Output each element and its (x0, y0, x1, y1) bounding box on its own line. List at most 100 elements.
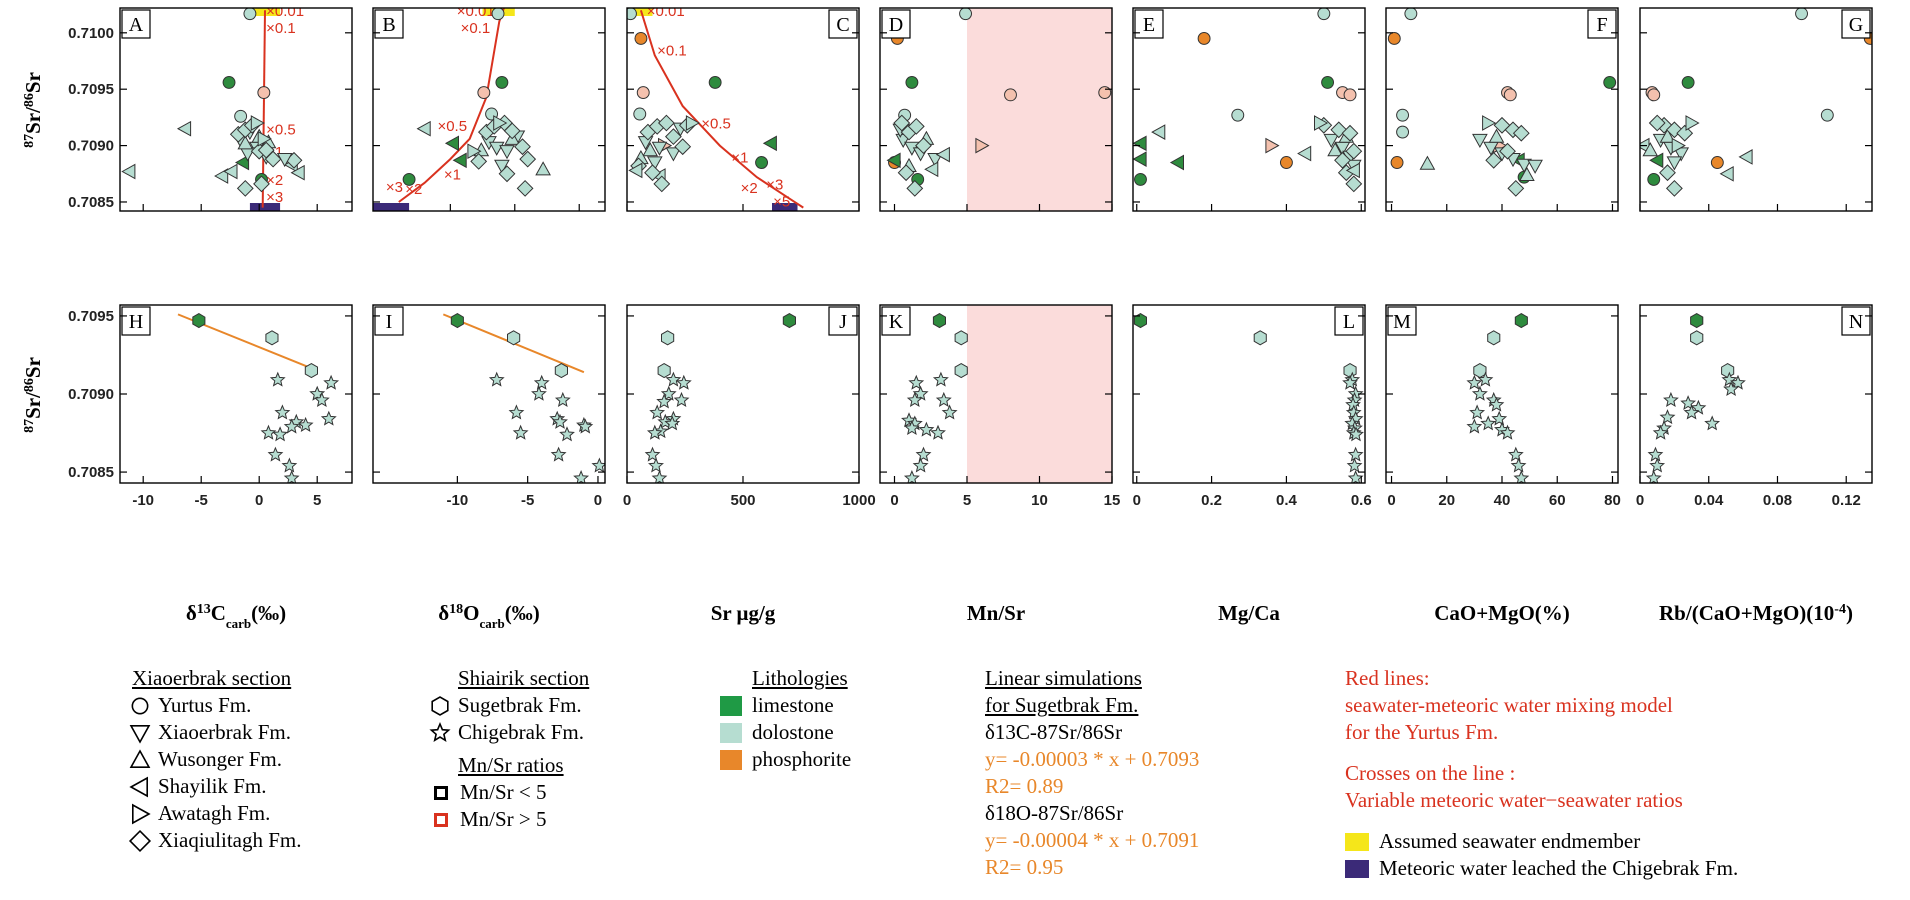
panel-letter: C (836, 14, 849, 36)
legend-red-lines-2: seawater-meteoric water mixing model (1345, 693, 1673, 717)
data-point-tri-up (237, 135, 254, 150)
x-tick-label: 5 (313, 492, 321, 509)
data-point-hexagon (1253, 330, 1267, 346)
data-point-star (1647, 446, 1664, 462)
data-point-star (1466, 418, 1483, 434)
data-point-diamond (653, 175, 671, 193)
data-point-star (1507, 446, 1524, 462)
data-point-circle (1134, 172, 1147, 186)
data-point-tri-right (975, 137, 990, 154)
data-point-diamond (236, 179, 254, 197)
data-point-tri-down (646, 156, 663, 171)
x-axis-label: δ13Ccarb(‰) (186, 601, 286, 631)
limestone-swatch (720, 695, 742, 716)
panel-letter: A (129, 14, 144, 36)
panel-n: N 0 0.04 0.08 0.12 (1636, 304, 1873, 509)
panel-frame (119, 7, 353, 212)
mixing-ratio-label: ×0.01 (266, 3, 304, 20)
data-point-tri-left (1151, 124, 1166, 140)
data-point-star (1480, 415, 1497, 431)
data-point-star (1346, 457, 1363, 473)
data-point-circle (1098, 86, 1112, 100)
data-point-diamond (1485, 151, 1503, 169)
data-point-star (649, 404, 666, 420)
data-point-diamond (893, 114, 911, 132)
y-tick-label: 0.7100 (68, 25, 114, 42)
data-point-star (260, 424, 277, 440)
tri-up-icon (128, 746, 158, 773)
panel-b: ×0.01×0.1×0.5×1×2×3B (372, 3, 606, 212)
mixing-ratio-label: ×0.01 (457, 3, 495, 20)
data-point-diamond (1676, 124, 1694, 142)
data-point-star (323, 374, 340, 390)
data-point-star (533, 374, 550, 390)
mixing-ratio-label: ×5 (773, 193, 790, 210)
legend-xiaoerbrak-label: Xiaqiulitagh Fm. (158, 828, 302, 852)
panel-letter-box (1587, 9, 1617, 39)
panel-h: H 0.7085 0.7090 0.7095 -10 -5 0 5 (68, 304, 353, 509)
data-point-tri-left (1169, 154, 1184, 171)
data-point-diamond (1665, 179, 1683, 197)
data-point-star (1466, 374, 1483, 390)
legend-lith-title: Lithologies (752, 666, 848, 690)
data-point-hexagon (1133, 313, 1147, 329)
data-point-star (675, 374, 692, 390)
panel-plot-area (1133, 313, 1364, 483)
data-point-tri-right (1482, 115, 1497, 131)
data-point-diamond (1345, 142, 1363, 160)
panel-i: I -10 -5 0 (372, 304, 606, 509)
legend-phosphorite: phosphorite (720, 746, 851, 773)
legend-mnsr-high-label: Mn/Sr > 5 (460, 807, 547, 831)
panel-letter-box (1841, 306, 1871, 336)
data-point-diamond (1499, 142, 1516, 160)
panel-frame (879, 7, 1113, 212)
data-point-tri-left (121, 163, 136, 180)
panel-letter: E (1143, 14, 1155, 36)
meteoric-endmember (373, 203, 410, 211)
data-point-circle (1279, 156, 1293, 169)
data-point-tri-up (535, 161, 551, 176)
dolostone-swatch (720, 722, 742, 743)
data-point-star (591, 457, 605, 473)
legend-c-r2: R2= 0.89 (985, 774, 1064, 798)
x-tick-label: 0.6 (1351, 492, 1372, 509)
panel-letter-box (1387, 306, 1417, 336)
data-point-circle (243, 8, 257, 21)
tri-right-icon (128, 800, 158, 827)
data-point-circle (755, 156, 769, 169)
mixing-ratio-label: ×0.01 (647, 3, 685, 20)
x-tick-label: 5 (963, 492, 971, 509)
data-point-circle (1317, 8, 1331, 21)
seawater-endmember (627, 8, 653, 16)
x-tick-label: -5 (521, 492, 534, 509)
data-point-star (1704, 415, 1721, 431)
data-point-circle (234, 109, 248, 123)
data-point-hexagon (192, 313, 206, 329)
data-point-star (656, 393, 673, 409)
tri-up-symbol (129, 748, 151, 768)
data-point-hexagon (661, 330, 675, 346)
data-point-tri-left (1738, 149, 1753, 165)
mixing-line (639, 10, 804, 209)
data-point-hexagon (1690, 313, 1704, 329)
meteoric-endmember (249, 203, 281, 211)
data-point-diamond (664, 128, 682, 146)
data-point-circle (1647, 88, 1661, 102)
data-point-diamond (1659, 164, 1676, 182)
data-point-circle (402, 172, 416, 186)
data-point-star (1471, 385, 1488, 401)
data-point-tri-up (1659, 128, 1676, 143)
data-point-circle (1503, 88, 1517, 102)
panel-c: ×0.01 ×0.1 ×0.5×1 ×2 ×3×5 C (626, 3, 860, 212)
data-point-star (673, 391, 690, 407)
panel-l: L 0 0.2 0.4 0.6 (1132, 304, 1372, 509)
circle-icon (128, 692, 158, 719)
data-point-star (651, 469, 668, 483)
panel-letter: M (1393, 311, 1411, 333)
data-point-star (488, 371, 505, 387)
panel-letter: F (1596, 14, 1607, 36)
panel-g: G (1639, 7, 1873, 212)
data-point-tri-right (1314, 115, 1329, 131)
data-point-circle (477, 86, 491, 100)
mixing-ratio-label: ×1 (731, 150, 748, 167)
